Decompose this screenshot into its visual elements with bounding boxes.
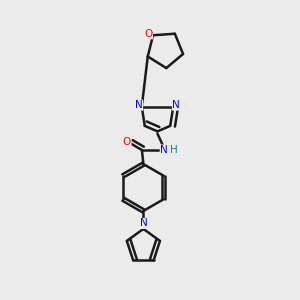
Text: H: H	[170, 145, 178, 155]
Text: O: O	[144, 29, 153, 39]
Text: N: N	[140, 218, 147, 229]
Text: N: N	[135, 100, 142, 110]
Text: O: O	[123, 137, 131, 147]
Text: N: N	[160, 145, 168, 155]
Text: N: N	[172, 100, 180, 110]
